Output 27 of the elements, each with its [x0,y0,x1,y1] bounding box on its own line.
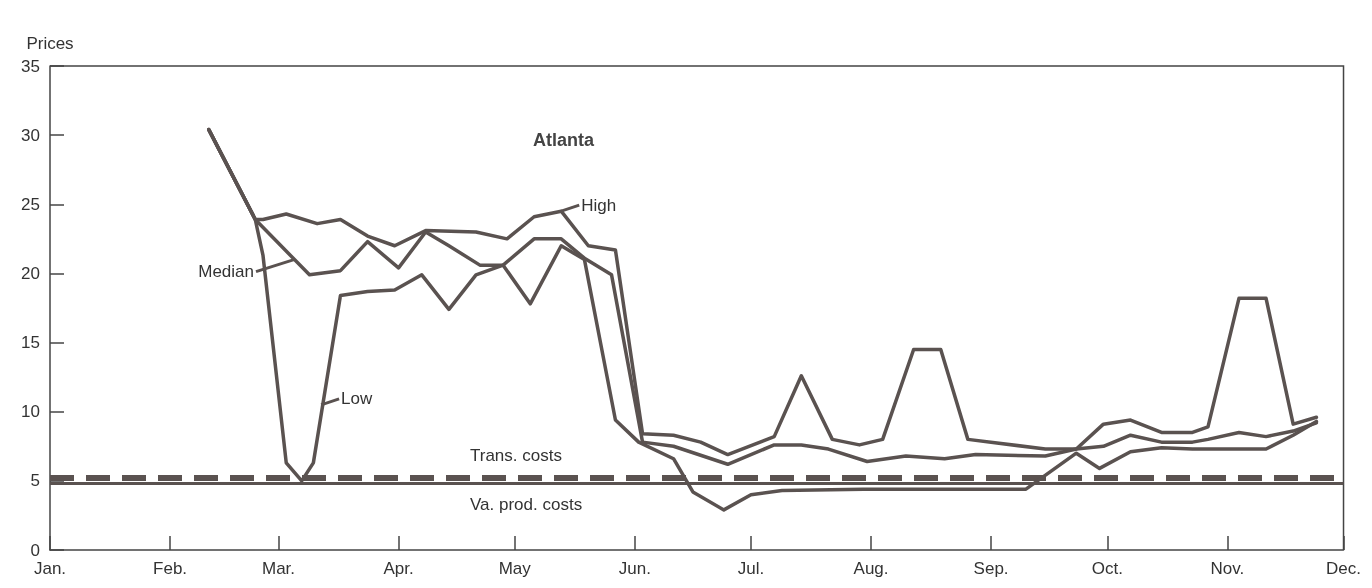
x-tick-label: Feb. [153,559,188,578]
y-tick-label: 25 [21,194,40,214]
text: Atlanta [533,130,595,150]
x-tick-label: Nov. [1210,559,1245,578]
y-tick-label: 0 [30,540,40,560]
x-tick-label: Sep. [973,559,1009,578]
x-tick-label: Mar. [261,559,296,578]
x-tick-label: Dec. [1326,559,1362,578]
y-tick-label: 5 [30,471,40,491]
y-tick-label: 20 [21,263,40,283]
x-tick-label: Apr. [383,559,414,578]
x-tick-label: Oct. [1091,559,1123,578]
x-tick-label: Aug. [853,559,889,578]
y-tick-label: 15 [21,333,40,353]
x-tick-label: Jan. [33,559,67,578]
y-axis-title: Prices [26,34,74,53]
y-tick-label: 30 [21,125,40,145]
annotation: High [581,195,617,215]
ref-line-label: Va. prod. costs [470,494,583,514]
ref-line-label: Trans. costs [470,446,562,466]
y-tick-label: 35 [21,56,40,76]
annotation: Median [198,262,254,282]
annotation: Low [341,389,374,409]
x-tick-label: Jun. [618,559,651,578]
x-tick-label: Jul. [737,559,765,578]
y-tick-label: 10 [21,402,40,422]
x-tick-label: May [498,559,532,578]
